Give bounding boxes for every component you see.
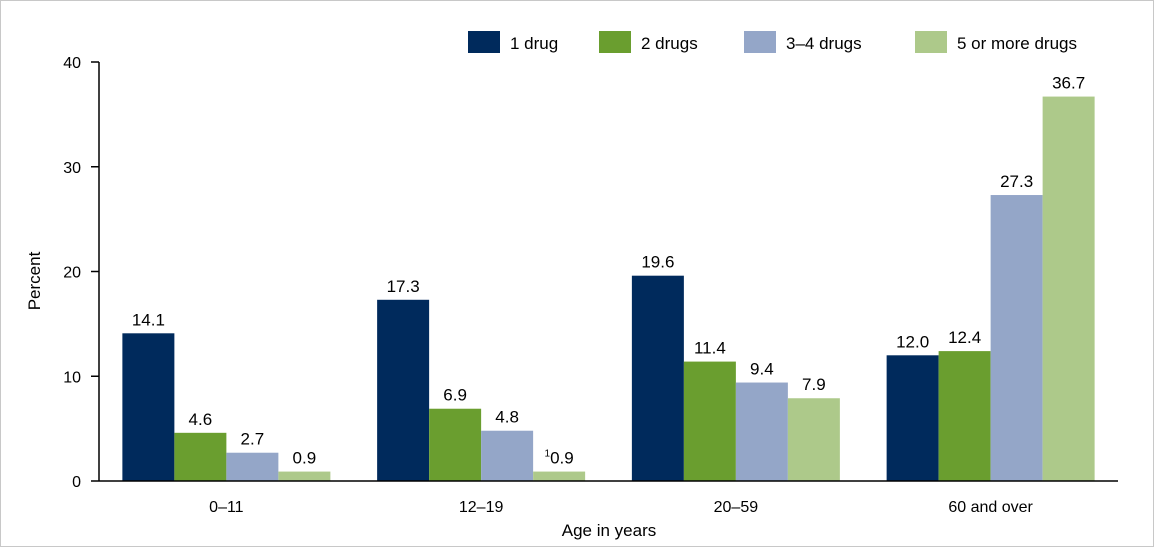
bar — [174, 432, 227, 481]
legend-swatch — [468, 31, 500, 53]
bar-value-label: 27.3 — [1000, 172, 1033, 191]
bar-value-label: 12.0 — [896, 332, 929, 351]
legend-label: 2 drugs — [641, 34, 698, 53]
bar-value-label: 9.4 — [750, 360, 774, 379]
x-axis-title: Age in years — [562, 521, 657, 540]
y-tick-label: 0 — [72, 474, 81, 491]
bar-labels-group: 14.14.62.70.917.36.94.810.919.611.49.47.… — [132, 74, 1085, 468]
legend-label: 1 drug — [510, 34, 558, 53]
bars-group — [122, 96, 1095, 481]
legend-swatch — [599, 31, 631, 53]
bar-value-label: 6.9 — [443, 386, 467, 405]
legend-swatch — [915, 31, 947, 53]
bar — [735, 382, 788, 481]
bar-value-label: 17.3 — [387, 277, 420, 296]
y-tick-label: 10 — [63, 369, 81, 386]
legend: 1 drug 2 drugs 3–4 drugs 5 or more drugs — [468, 31, 1077, 53]
y-tick-label: 30 — [63, 160, 81, 177]
x-tick-label: 20–59 — [714, 499, 759, 516]
bar — [278, 471, 331, 481]
y-tick-label: 20 — [63, 265, 81, 282]
x-tick-label: 60 and over — [948, 499, 1033, 516]
legend-label: 3–4 drugs — [786, 34, 862, 53]
y-axis-title: Percent — [25, 251, 44, 310]
bar-value-label: 12.4 — [948, 328, 981, 347]
bar-value-label: 19.6 — [641, 253, 674, 272]
bar — [481, 430, 534, 481]
bar — [683, 361, 736, 481]
footnote-marker: 1 — [545, 449, 551, 460]
bar-value-label: 36.7 — [1052, 74, 1085, 93]
bar — [122, 333, 175, 481]
legend-label: 5 or more drugs — [957, 34, 1077, 53]
bar-value-label: 7.9 — [802, 375, 826, 394]
bar-value-label: 4.6 — [189, 410, 213, 429]
bar-value-label: 14.1 — [132, 310, 165, 329]
x-tick-label: 0–11 — [209, 499, 244, 516]
y-tick-label: 40 — [63, 55, 81, 72]
y-axis-ticks: 0 10 20 30 40 — [63, 55, 99, 491]
x-tick-label: 12–19 — [459, 499, 504, 516]
bar-value-label: 0.9 — [293, 449, 317, 468]
bar-value-text: 0.9 — [550, 449, 574, 468]
bar — [1042, 96, 1095, 481]
bar-value-label: 2.7 — [241, 430, 265, 449]
bar — [429, 408, 482, 481]
bar — [938, 351, 991, 481]
bar — [377, 299, 430, 481]
bar — [533, 471, 586, 481]
bar — [990, 195, 1043, 481]
bar — [886, 355, 939, 481]
bar — [226, 452, 279, 481]
bar — [787, 398, 840, 481]
bar-value-label: 4.8 — [495, 408, 519, 427]
legend-swatch — [744, 31, 776, 53]
x-axis-ticks: 0–11 12–19 20–59 60 and over — [209, 499, 1033, 516]
bar-value-label: 10.9 — [545, 449, 574, 468]
bar-value-label: 11.4 — [694, 339, 726, 358]
bar — [631, 275, 684, 481]
